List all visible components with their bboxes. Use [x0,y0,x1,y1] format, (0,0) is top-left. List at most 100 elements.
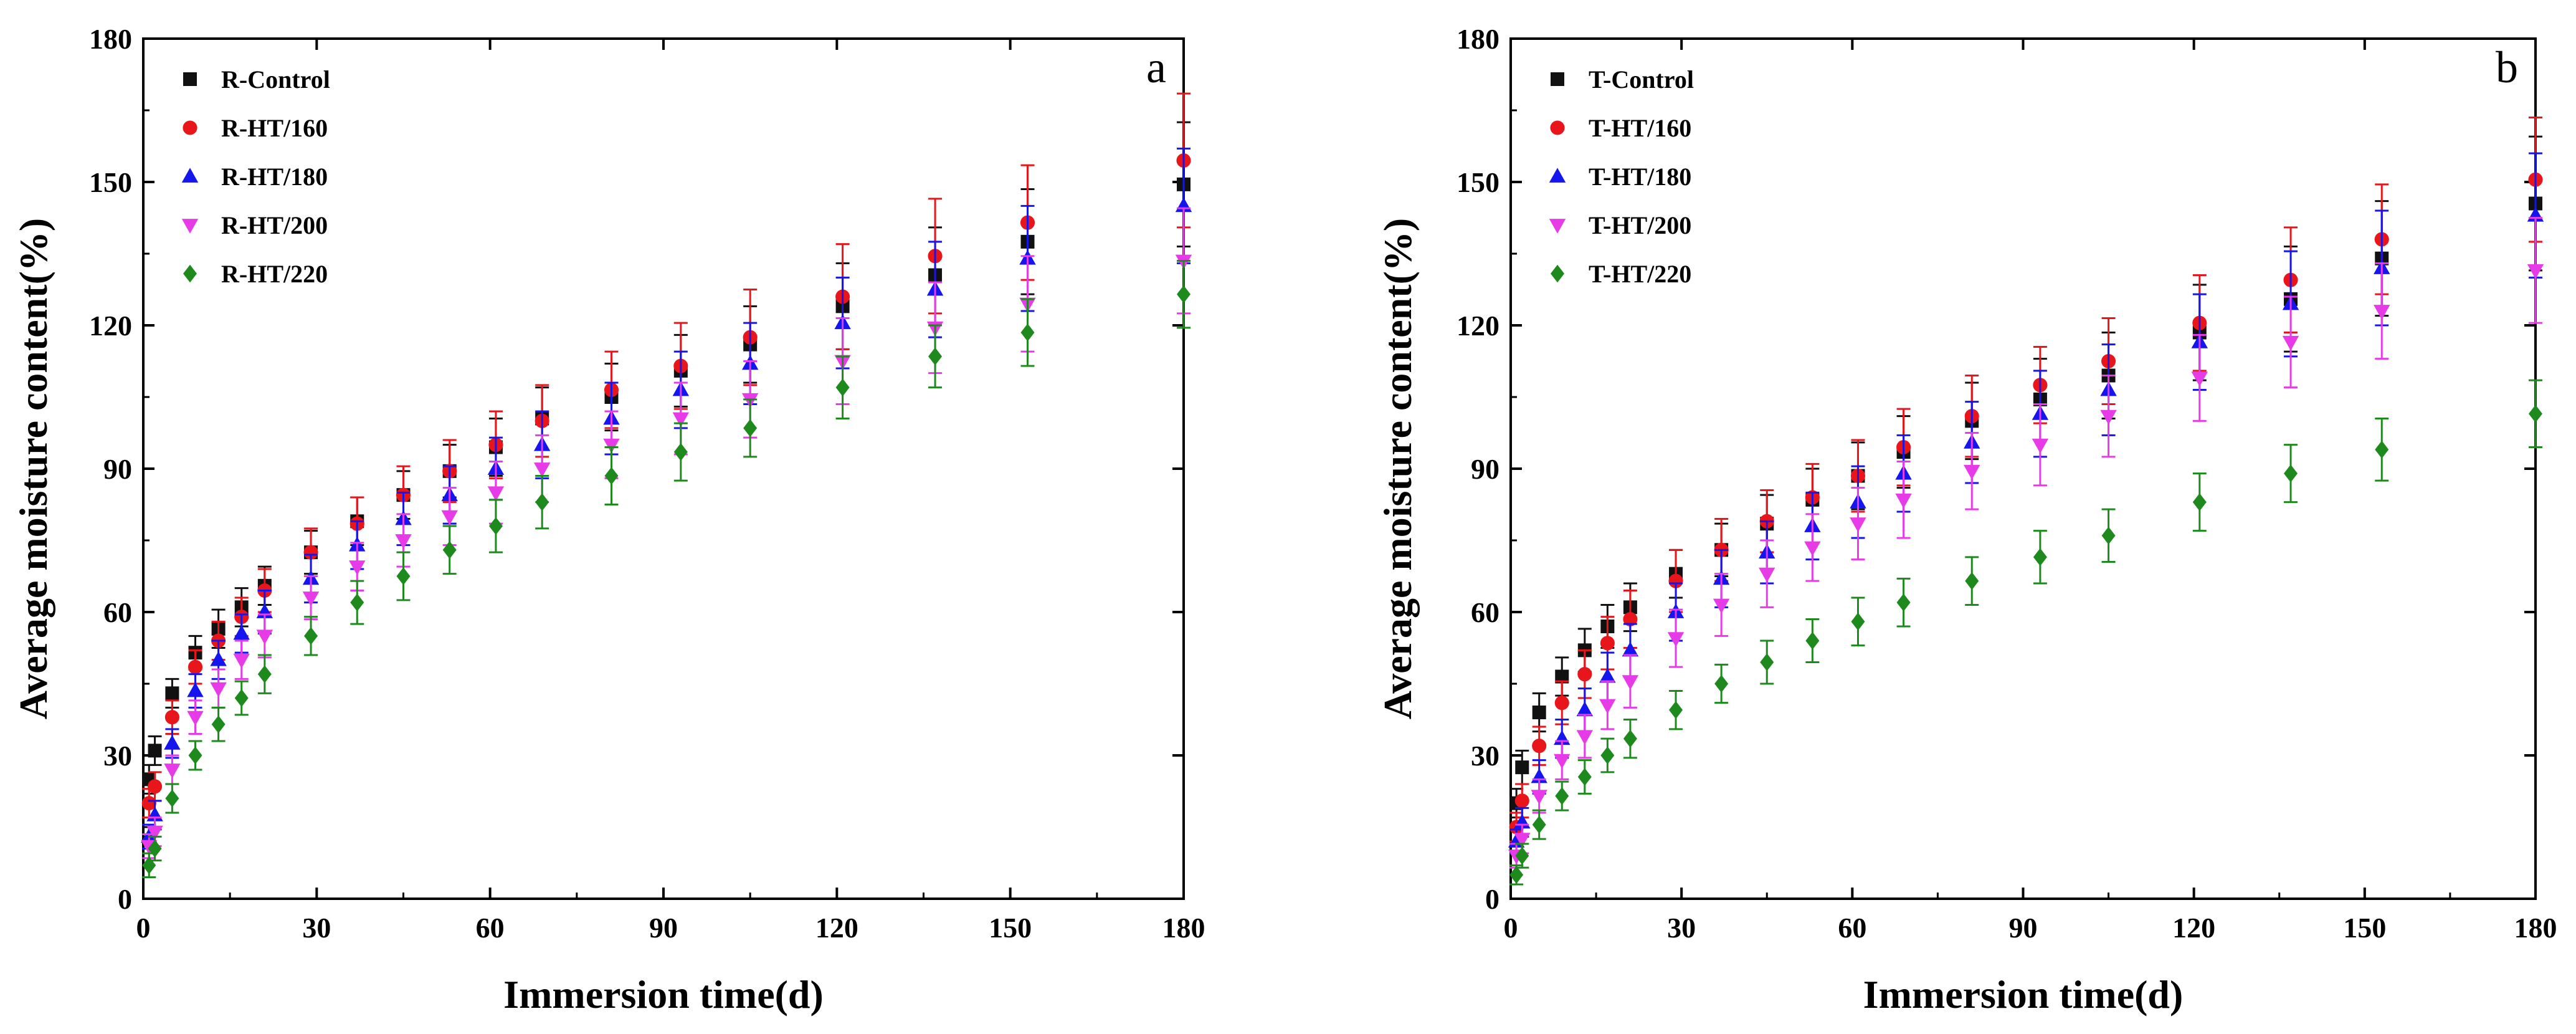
data-point [1532,815,1546,834]
data-point [187,682,204,697]
data-point [1599,699,1616,714]
data-point [2284,464,2298,482]
x-tick-label: 0 [136,912,151,944]
data-point [302,591,320,606]
data-point [2100,409,2117,425]
data-point [441,510,458,525]
data-point [1577,667,1592,682]
data-point [1714,674,1729,693]
legend-label: T-HT/220 [1589,260,1691,288]
data-point [146,825,163,841]
data-point [604,467,619,485]
data-point [1759,567,1775,583]
data-point [233,625,250,640]
data-point [188,746,202,765]
panel-label: b [2496,42,2518,92]
data-point [2375,441,2389,459]
data-point [1576,730,1594,745]
y-tick-label: 90 [1471,453,1499,485]
data-point [672,412,690,428]
legend-marker [183,72,197,86]
data-point [673,443,688,461]
data-point [1177,285,1191,304]
legend-marker [1550,120,1565,135]
data-point [1531,790,1547,805]
series-R-HT/180 [141,147,1192,850]
data-point [2527,264,2544,279]
data-point [1850,517,1866,532]
data-point [1555,787,1569,805]
data-point [2191,371,2208,387]
legend-marker [181,168,199,183]
series-T-HT/200 [1508,217,2544,869]
data-point [603,438,620,454]
data-point [1515,846,1529,865]
data-point [257,665,272,683]
data-point [1713,598,1730,614]
legend-label: T-Control [1589,65,1694,93]
x-tick-label: 120 [815,912,858,944]
y-tick-label: 0 [1485,883,1499,915]
data-point [1554,696,1569,711]
data-point [1667,632,1685,647]
data-point [743,419,758,438]
data-point [2032,438,2049,454]
legend-label: T-HT/200 [1589,211,1691,239]
x-tick-label: 30 [302,912,331,944]
x-axis-title: Immersion time(d) [503,972,824,1017]
y-tick-label: 30 [1471,740,1499,772]
data-point [2282,335,2299,351]
legend-label: R-HT/220 [221,260,328,288]
legend-label: T-HT/180 [1589,163,1691,191]
y-tick-label: 0 [118,883,132,915]
data-point [928,347,943,366]
legend-marker [1549,219,1566,234]
data-point [2529,405,2542,423]
data-point [148,779,163,794]
y-tick-label: 150 [1457,166,1499,198]
series-R-HT/160 [141,92,1191,819]
y-tick-label: 30 [103,740,132,772]
legend-label: R-HT/160 [221,114,328,142]
y-tick-label: 120 [89,310,132,342]
legend-label: R-HT/200 [221,211,328,239]
x-axis-title: Immersion time(d) [1863,972,2184,1017]
legend-label: R-HT/180 [221,163,328,191]
y-tick-label: 180 [89,23,132,55]
legend-marker [181,219,199,234]
legend-marker [183,120,197,135]
data-point [835,378,850,396]
data-point [304,627,318,645]
y-tick-label: 120 [1457,310,1499,342]
data-point [164,735,181,750]
data-point [1851,613,1865,631]
data-point [1515,760,1529,775]
legend-marker [1551,264,1564,283]
data-point [148,744,162,758]
data-point [148,840,162,858]
data-point [210,651,227,666]
data-point [1668,573,1683,588]
data-point [165,789,179,808]
data-point [1514,833,1531,848]
y-axis-title: Average moisture content(%) [11,218,55,720]
legend-label: T-HT/160 [1589,114,1691,142]
data-point [2192,493,2207,511]
data-point [256,629,273,645]
data-point [1576,701,1594,717]
y-tick-label: 60 [1471,596,1499,628]
data-point [2374,305,2390,320]
data-point [164,764,181,778]
series-R-HT/200 [141,207,1192,859]
data-point [1514,793,1529,808]
chart-panel-a: 0 30 60 90 120 150 180 0 30 60 90 120 150 180 Immersio… [11,23,1205,1017]
data-point [349,560,366,575]
x-tick-label: 0 [1504,912,1518,944]
data-point [210,682,227,697]
legend-marker [1551,72,1564,86]
data-point [535,493,549,511]
data-point [1532,739,1547,754]
y-tick-label: 180 [1457,23,1499,55]
x-tick-label: 90 [2009,912,2038,944]
data-point [211,715,226,734]
